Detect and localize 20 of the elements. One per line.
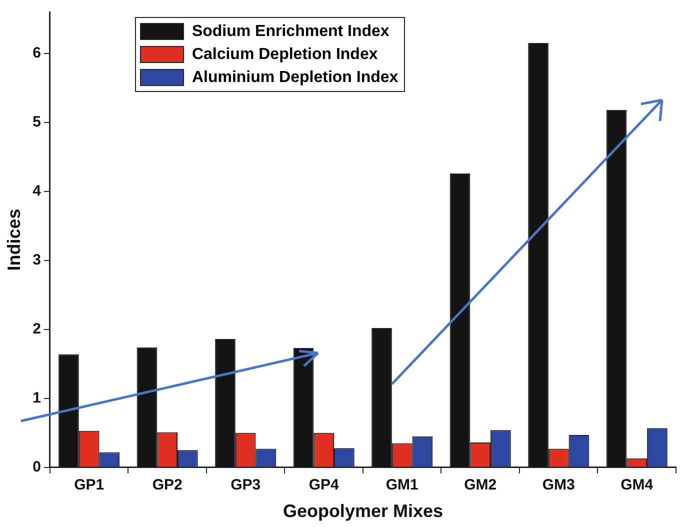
y-tick-label: 5 bbox=[32, 114, 41, 131]
legend-label: Calcium Depletion Index bbox=[192, 45, 378, 65]
y-tick-label: 1 bbox=[32, 390, 41, 407]
y-tick-label: 4 bbox=[32, 182, 42, 200]
x-tick-label: GP2 bbox=[152, 476, 182, 494]
y-axis-title: Indices bbox=[4, 208, 24, 271]
x-tick-label: GP4 bbox=[308, 476, 340, 494]
y-tick-label: 2 bbox=[32, 320, 41, 338]
x-tick-label: GM3 bbox=[542, 476, 575, 494]
x-tick-label: GP3 bbox=[230, 476, 261, 494]
y-tick-label: 0 bbox=[32, 458, 41, 476]
y-tick-label: 6 bbox=[32, 44, 41, 62]
x-tick-label: GP1 bbox=[74, 476, 104, 494]
x-tick-label: GM1 bbox=[386, 476, 418, 494]
x-tick-label: GM4 bbox=[620, 476, 654, 494]
x-axis-title: Geopolymer Mixes bbox=[282, 501, 443, 522]
legend-label: Sodium Enrichment Index bbox=[192, 22, 390, 42]
x-tick-label: GM2 bbox=[464, 476, 497, 494]
legend-label: Aluminium Depletion Index bbox=[192, 68, 398, 88]
y-tick-label: 3 bbox=[32, 252, 41, 269]
